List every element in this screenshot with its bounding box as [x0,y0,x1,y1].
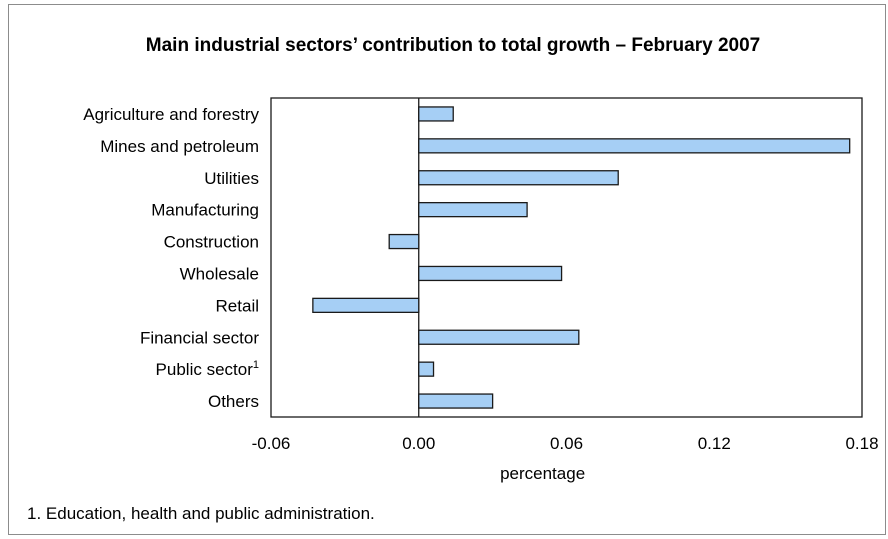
x-tick-label: 0.18 [845,434,878,453]
bar-mines-and-petroleum [418,138,851,154]
footnote: 1. Education, health and public administ… [27,504,375,523]
chart-frame: Main industrial sectors’ contribution to… [8,4,886,535]
category-label: Utilities [204,169,259,188]
bar-construction [388,233,420,250]
x-tick-labels: -0.06 0.00 0.06 0.12 0.18 [252,434,879,453]
bar-manufacturing [418,201,528,218]
chart: Main industrial sectors’ contribution to… [27,35,879,523]
category-label: Public sector1 [156,359,259,379]
category-label: Retail [216,296,259,315]
category-label: Agriculture and forestry [83,105,259,124]
category-label: Others [208,392,259,411]
bar-others [418,393,494,409]
category-labels: Agriculture and forestry Mines and petrol… [83,105,259,411]
bars [312,106,851,409]
x-tick-label: 0.00 [402,434,435,453]
bar-retail [312,297,420,314]
bar-public-sector [418,361,435,377]
plot-area [270,97,863,418]
x-tick-label: 0.06 [550,434,583,453]
x-tick-label: -0.06 [252,434,291,453]
x-axis-title: percentage [500,464,585,483]
category-label: Construction [164,233,259,252]
bar-wholesale [418,265,563,282]
category-label: Wholesale [180,264,259,283]
x-tick-label: 0.12 [698,434,731,453]
category-label: Manufacturing [151,201,259,220]
category-label: Financial sector [140,328,259,347]
chart-title: Main industrial sectors’ contribution to… [146,35,760,56]
bar-agriculture-and-forestry [418,106,454,122]
category-label: Mines and petroleum [100,137,259,156]
bar-financial-sector [418,329,580,345]
bar-utilities [418,170,619,186]
